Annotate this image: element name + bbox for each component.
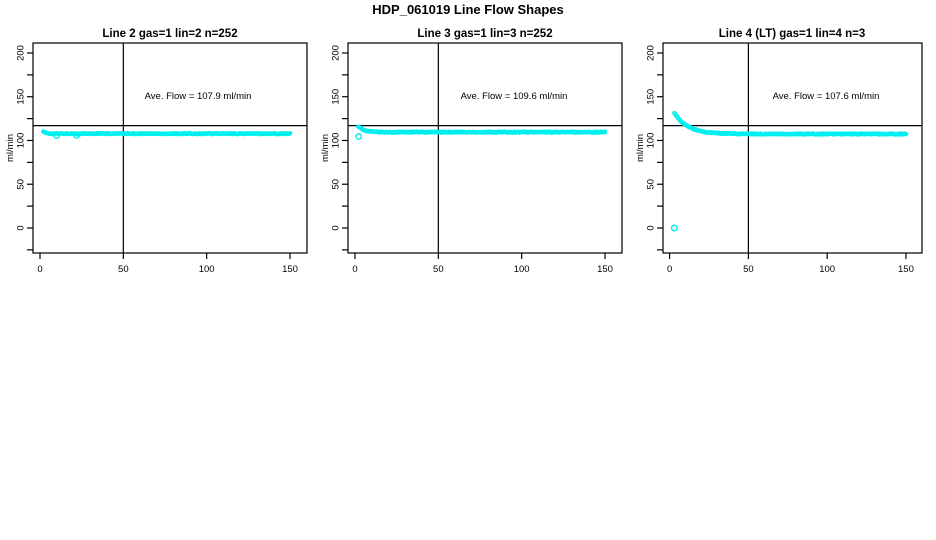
plot-box bbox=[32, 42, 308, 254]
data-series bbox=[355, 124, 608, 140]
y-tick-label: 100 bbox=[16, 133, 27, 149]
panel-1-title: Line 2 gas=1 lin=2 n=252 bbox=[102, 28, 237, 40]
panel-1-ave-flow-annotation: Ave. Flow = 107.9 ml/min bbox=[145, 91, 252, 102]
y-tick-label: 0 bbox=[646, 225, 657, 230]
y-tick-label: 100 bbox=[331, 133, 342, 149]
plot-box bbox=[662, 42, 923, 254]
outlier-point bbox=[670, 224, 678, 232]
panel-1: 0 50 100 150 200 0 50 100 150 bbox=[16, 42, 308, 275]
y-tick-label: 150 bbox=[646, 89, 657, 105]
data-series bbox=[670, 110, 909, 232]
y-tick-label: 50 bbox=[646, 179, 657, 190]
panel-3-title: Line 4 (LT) gas=1 lin=4 n=3 bbox=[719, 28, 865, 40]
panel-2-title: Line 3 gas=1 lin=3 n=252 bbox=[417, 28, 552, 40]
y-tick-label: 0 bbox=[16, 225, 27, 230]
x-tick-label: 50 bbox=[433, 264, 444, 275]
data-series bbox=[41, 129, 293, 139]
panel-1-y-axis-label: ml/min bbox=[5, 134, 16, 162]
figure-canvas: HDP_061019 Line Flow Shapes Line 2 gas=1… bbox=[5, 2, 923, 275]
x-tick-label: 150 bbox=[898, 264, 914, 275]
y-tick-label: 150 bbox=[16, 89, 27, 105]
y-tick-label: 50 bbox=[16, 179, 27, 190]
panel-2: 0 50 100 150 200 0 50 100 150 bbox=[331, 42, 623, 275]
x-tick-label: 150 bbox=[282, 264, 298, 275]
figure-title: HDP_061019 Line Flow Shapes bbox=[372, 2, 563, 17]
data-point bbox=[602, 129, 608, 135]
outlier-point bbox=[53, 131, 61, 139]
y-tick-label: 0 bbox=[331, 225, 342, 230]
x-tick-label: 0 bbox=[352, 264, 357, 275]
plot-panels: 0 50 100 150 200 0 50 100 150 0 50 100 150 200 0 50 100 1… bbox=[16, 42, 923, 275]
data-point bbox=[287, 131, 293, 136]
data-point bbox=[903, 131, 909, 137]
y-tick-label: 200 bbox=[16, 45, 27, 61]
y-tick-label: 200 bbox=[331, 45, 342, 61]
x-tick-label: 0 bbox=[37, 264, 42, 275]
x-tick-label: 100 bbox=[514, 264, 530, 275]
x-tick-label: 50 bbox=[118, 264, 129, 275]
panel-2-y-axis-label: ml/min bbox=[320, 134, 331, 162]
y-tick-label: 150 bbox=[331, 89, 342, 105]
x-tick-label: 150 bbox=[597, 264, 613, 275]
outlier-point bbox=[73, 131, 81, 139]
panel-2-ave-flow-annotation: Ave. Flow = 109.6 ml/min bbox=[461, 91, 568, 102]
outlier-point bbox=[355, 132, 363, 140]
panel-3-ave-flow-annotation: Ave. Flow = 107.6 ml/min bbox=[773, 91, 880, 102]
y-tick-label: 100 bbox=[646, 133, 657, 149]
plot-box bbox=[347, 42, 623, 254]
panel-3: 0 50 100 150 200 0 50 100 150 bbox=[646, 42, 923, 275]
x-tick-label: 100 bbox=[199, 264, 215, 275]
x-tick-label: 100 bbox=[819, 264, 835, 275]
y-tick-label: 50 bbox=[331, 179, 342, 190]
y-tick-label: 200 bbox=[646, 45, 657, 61]
x-tick-label: 0 bbox=[667, 264, 672, 275]
x-tick-label: 50 bbox=[743, 264, 754, 275]
panel-3-y-axis-label: ml/min bbox=[635, 134, 646, 162]
